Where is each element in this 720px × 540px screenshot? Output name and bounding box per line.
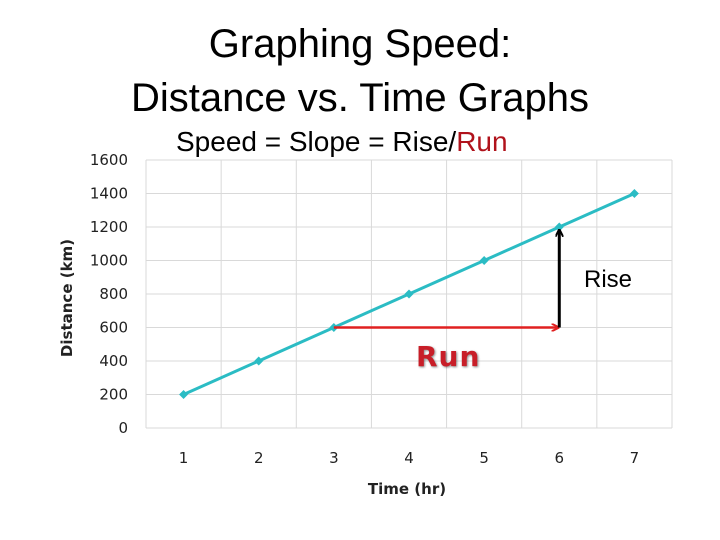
x-tick-label: 1 — [179, 449, 189, 467]
x-axis-title: Time (hr) — [368, 480, 446, 498]
data-point — [404, 289, 414, 299]
data-point — [254, 356, 264, 366]
slope-formula-prefix: Speed = Slope = Rise/ — [176, 126, 457, 157]
rise-label: Rise — [584, 266, 633, 293]
data-point — [629, 189, 639, 198]
slope-formula-run: Run — [456, 126, 508, 157]
y-tick-label: 600 — [99, 319, 128, 337]
title-line-2: Distance vs. Time Graphs — [131, 76, 589, 120]
x-tick-label: 5 — [479, 449, 489, 467]
y-tick-label: 800 — [99, 285, 128, 303]
x-tick-label: 6 — [555, 449, 565, 467]
x-tick-label: 7 — [630, 449, 640, 467]
data-point — [179, 390, 189, 399]
slope-formula: Speed = Slope = Rise/Run — [176, 126, 508, 158]
y-tick-label: 1600 — [90, 151, 128, 169]
y-axis-title: Distance (km) — [58, 239, 76, 357]
title-line-1: Graphing Speed: — [208, 22, 512, 66]
x-tick-label: 4 — [404, 449, 414, 467]
y-tick-label: 200 — [99, 386, 128, 404]
run-label: Run — [416, 340, 481, 373]
y-tick-label: 0 — [118, 419, 128, 437]
y-tick-label: 1000 — [90, 252, 128, 270]
x-tick-label: 2 — [254, 449, 264, 467]
y-tick-label: 1200 — [90, 218, 128, 236]
x-tick-label: 3 — [329, 449, 339, 467]
data-point — [554, 222, 564, 232]
y-tick-label: 1400 — [90, 185, 128, 203]
y-tick-label: 400 — [99, 352, 128, 370]
data-point — [479, 256, 489, 265]
